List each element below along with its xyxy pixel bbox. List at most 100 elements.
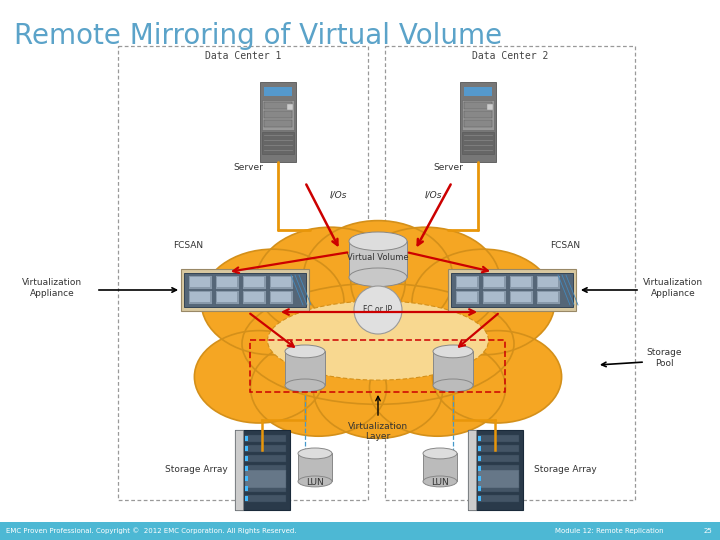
- Bar: [245, 496, 248, 501]
- Bar: [457, 292, 477, 302]
- Bar: [235, 430, 289, 510]
- Bar: [262, 132, 294, 154]
- Bar: [484, 292, 504, 302]
- Bar: [509, 275, 533, 289]
- Bar: [349, 241, 407, 277]
- Bar: [264, 87, 292, 96]
- Bar: [271, 292, 291, 302]
- Bar: [269, 290, 293, 304]
- Ellipse shape: [201, 249, 344, 355]
- Bar: [245, 435, 286, 442]
- Bar: [190, 277, 210, 287]
- Bar: [262, 100, 294, 130]
- Bar: [264, 120, 292, 127]
- Bar: [464, 120, 492, 127]
- Bar: [477, 486, 480, 491]
- Bar: [260, 82, 296, 162]
- Bar: [538, 277, 558, 287]
- Ellipse shape: [256, 227, 405, 337]
- Text: 25: 25: [703, 528, 712, 534]
- Ellipse shape: [285, 345, 325, 358]
- Text: Virtual Volume: Virtual Volume: [347, 253, 409, 262]
- Ellipse shape: [433, 345, 473, 358]
- Bar: [484, 277, 504, 287]
- Text: EMC Proven Professional. Copyright ©  2012 EMC Corporation. All Rights Reserved.: EMC Proven Professional. Copyright © 201…: [6, 528, 297, 535]
- Bar: [511, 277, 531, 287]
- Bar: [245, 470, 286, 488]
- Bar: [264, 102, 292, 109]
- Ellipse shape: [369, 340, 505, 436]
- Bar: [215, 290, 239, 304]
- Ellipse shape: [433, 330, 562, 423]
- Bar: [455, 275, 479, 289]
- Bar: [245, 455, 286, 462]
- Bar: [457, 277, 477, 287]
- Text: Storage Array: Storage Array: [534, 465, 596, 475]
- Text: Storage Array: Storage Array: [165, 465, 228, 475]
- Ellipse shape: [351, 227, 500, 337]
- Bar: [215, 275, 239, 289]
- Bar: [264, 111, 292, 118]
- Bar: [245, 436, 248, 441]
- Bar: [118, 46, 368, 500]
- Ellipse shape: [433, 379, 473, 392]
- Ellipse shape: [313, 342, 443, 438]
- Bar: [464, 87, 492, 96]
- Ellipse shape: [423, 448, 457, 459]
- Bar: [477, 465, 518, 472]
- Bar: [433, 352, 473, 386]
- Bar: [455, 290, 479, 304]
- Bar: [245, 475, 286, 482]
- Bar: [190, 292, 210, 302]
- Bar: [448, 269, 576, 311]
- Bar: [538, 292, 558, 302]
- Bar: [244, 277, 264, 287]
- Text: FCSAN: FCSAN: [550, 241, 580, 251]
- Bar: [298, 454, 332, 482]
- Bar: [245, 476, 248, 481]
- Text: Server: Server: [233, 163, 263, 172]
- Bar: [245, 445, 286, 452]
- Bar: [482, 290, 506, 304]
- Bar: [477, 476, 480, 481]
- Text: Remote Mirroring of Virtual Volume: Remote Mirroring of Virtual Volume: [14, 22, 502, 50]
- Bar: [477, 475, 518, 482]
- Bar: [0, 522, 720, 540]
- Bar: [271, 277, 291, 287]
- Bar: [460, 82, 496, 162]
- Text: LUN: LUN: [306, 478, 324, 487]
- Bar: [287, 104, 293, 110]
- Bar: [464, 102, 492, 109]
- Ellipse shape: [242, 284, 514, 404]
- Bar: [188, 290, 212, 304]
- Ellipse shape: [298, 476, 332, 487]
- Bar: [250, 340, 505, 392]
- Bar: [245, 495, 286, 502]
- Bar: [487, 104, 493, 110]
- Text: Virtualization
Layer: Virtualization Layer: [348, 422, 408, 441]
- Bar: [245, 466, 248, 471]
- Bar: [482, 275, 506, 289]
- Ellipse shape: [251, 340, 387, 436]
- Text: Virtualization
Appliance: Virtualization Appliance: [22, 278, 82, 298]
- Bar: [285, 352, 325, 386]
- Bar: [451, 273, 573, 307]
- Bar: [462, 132, 494, 154]
- Ellipse shape: [349, 268, 407, 287]
- Ellipse shape: [268, 301, 488, 380]
- Ellipse shape: [423, 476, 457, 487]
- Bar: [477, 435, 518, 442]
- Circle shape: [354, 286, 402, 334]
- Bar: [385, 46, 635, 500]
- Bar: [462, 100, 494, 130]
- Bar: [244, 292, 264, 302]
- Bar: [235, 430, 243, 510]
- Bar: [217, 292, 237, 302]
- Text: FCSAN: FCSAN: [173, 241, 203, 251]
- Text: Storage
Pool: Storage Pool: [647, 348, 682, 368]
- Text: Server: Server: [433, 163, 463, 172]
- Text: Data Center 1: Data Center 1: [204, 51, 282, 61]
- Bar: [245, 486, 248, 491]
- Bar: [477, 456, 480, 461]
- Bar: [477, 496, 480, 501]
